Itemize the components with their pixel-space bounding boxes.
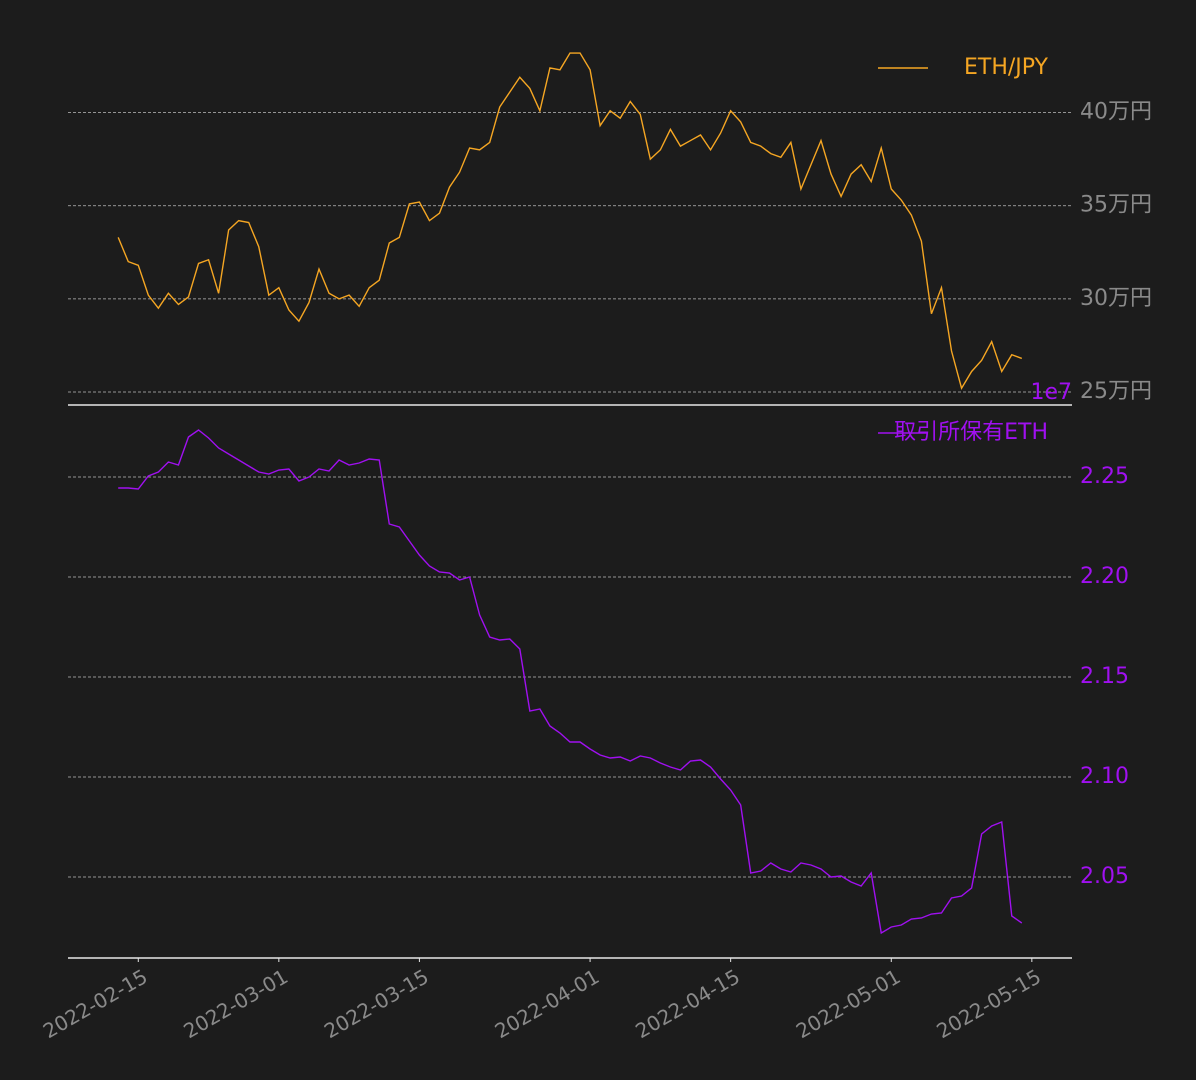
y-tick-label: 40万円 bbox=[1080, 100, 1152, 125]
x-tick-label: 2022-05-01 bbox=[792, 964, 905, 1043]
x-tick-label: 2022-03-01 bbox=[179, 964, 292, 1043]
y-tick-label: 35万円 bbox=[1080, 193, 1152, 218]
y-tick-label: 2.05 bbox=[1080, 864, 1129, 889]
y-tick-label: 30万円 bbox=[1080, 286, 1152, 311]
y-tick-label: 2.25 bbox=[1080, 464, 1129, 489]
x-tick-label: 2022-05-15 bbox=[932, 964, 1045, 1043]
y-tick-label: 2.15 bbox=[1080, 664, 1129, 689]
y-tick-label: 2.10 bbox=[1080, 764, 1129, 789]
x-tick-label: 2022-04-15 bbox=[631, 964, 744, 1043]
x-tick-label: 2022-02-15 bbox=[39, 964, 152, 1043]
x-tick-label: 2022-03-15 bbox=[320, 964, 433, 1043]
legend-label: 取引所保有ETH bbox=[894, 420, 1048, 445]
legend-label: ETH/JPY bbox=[964, 55, 1049, 80]
y-tick-label: 25万円 bbox=[1080, 379, 1152, 404]
series-line bbox=[117, 52, 1023, 391]
offset-label: 1e7 bbox=[1030, 380, 1072, 405]
series-line bbox=[118, 429, 1023, 935]
y-tick-label: 2.20 bbox=[1080, 564, 1129, 589]
x-tick-label: 2022-04-01 bbox=[491, 964, 604, 1043]
